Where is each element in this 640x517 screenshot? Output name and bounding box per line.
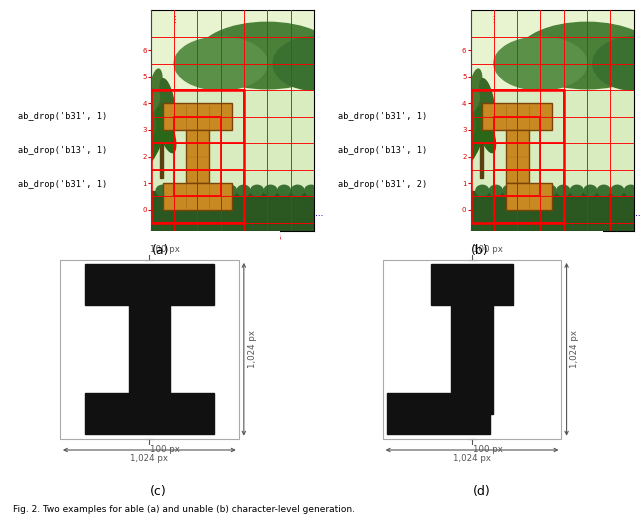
Ellipse shape <box>264 185 277 196</box>
Ellipse shape <box>273 37 355 90</box>
Text: 100 px: 100 px <box>473 445 503 454</box>
Ellipse shape <box>570 185 583 196</box>
Text: ⋮: ⋮ <box>170 15 179 24</box>
Bar <box>186 130 209 183</box>
Ellipse shape <box>174 37 268 90</box>
Bar <box>431 264 513 306</box>
Text: ab_drop('b13', 1): ab_drop('b13', 1) <box>18 146 108 155</box>
Ellipse shape <box>142 121 164 165</box>
Text: ab_drop('b31', 1): ab_drop('b31', 1) <box>18 112 108 121</box>
Bar <box>506 183 552 210</box>
Ellipse shape <box>516 185 529 196</box>
Ellipse shape <box>183 185 196 196</box>
Ellipse shape <box>468 69 482 111</box>
Text: (a): (a) <box>152 244 169 257</box>
Text: (d): (d) <box>472 484 490 498</box>
Text: ⋯: ⋯ <box>315 210 323 220</box>
Bar <box>151 90 244 223</box>
Text: 1,024 px: 1,024 px <box>570 330 579 368</box>
Bar <box>470 90 564 223</box>
Bar <box>470 90 564 143</box>
Ellipse shape <box>543 185 556 196</box>
Ellipse shape <box>210 185 223 196</box>
Ellipse shape <box>223 185 236 196</box>
Ellipse shape <box>530 185 543 196</box>
Bar <box>151 191 314 231</box>
Bar <box>85 393 214 434</box>
Bar <box>163 103 232 130</box>
Ellipse shape <box>480 79 494 117</box>
Bar <box>151 0 314 90</box>
Bar <box>480 85 483 178</box>
Bar <box>470 0 634 90</box>
Ellipse shape <box>517 22 640 89</box>
Ellipse shape <box>503 185 516 196</box>
Text: (c): (c) <box>150 484 167 498</box>
Text: ⋮: ⋮ <box>490 15 498 24</box>
Text: ⋯: ⋯ <box>635 210 640 220</box>
Ellipse shape <box>476 185 489 196</box>
Ellipse shape <box>557 185 570 196</box>
Ellipse shape <box>170 185 182 196</box>
Bar <box>151 170 244 223</box>
Text: ab_drop('b31', 1): ab_drop('b31', 1) <box>338 112 427 121</box>
Ellipse shape <box>198 22 337 89</box>
Text: ab_drop('b13', 1): ab_drop('b13', 1) <box>338 146 427 155</box>
Ellipse shape <box>149 69 162 111</box>
Bar <box>60 260 239 438</box>
Bar <box>151 90 244 143</box>
Ellipse shape <box>625 185 637 196</box>
Bar <box>160 85 163 178</box>
Bar <box>85 264 214 306</box>
Ellipse shape <box>156 185 169 196</box>
Bar <box>163 183 232 210</box>
Ellipse shape <box>291 185 304 196</box>
Ellipse shape <box>160 79 175 117</box>
Ellipse shape <box>593 37 640 90</box>
Ellipse shape <box>476 108 495 153</box>
Text: ab_drop('b31', 2): ab_drop('b31', 2) <box>338 180 427 189</box>
Ellipse shape <box>462 121 484 165</box>
Text: 1,024 px: 1,024 px <box>453 454 491 463</box>
Bar <box>483 103 552 130</box>
Text: 100 px: 100 px <box>473 245 503 254</box>
Ellipse shape <box>251 185 264 196</box>
Ellipse shape <box>237 185 250 196</box>
Bar <box>494 170 564 223</box>
Text: 1,024 px: 1,024 px <box>131 454 168 463</box>
Bar <box>494 117 541 196</box>
Text: 100 px: 100 px <box>150 445 180 454</box>
Text: (b): (b) <box>471 244 489 257</box>
Ellipse shape <box>494 37 587 90</box>
Bar <box>129 306 170 414</box>
Text: 1,024 px: 1,024 px <box>248 330 257 368</box>
Ellipse shape <box>305 185 317 196</box>
Bar <box>451 306 493 414</box>
Text: Fig. 2. Two examples for able (a) and unable (b) character-level generation.: Fig. 2. Two examples for able (a) and un… <box>13 506 355 514</box>
Ellipse shape <box>141 91 161 143</box>
Bar <box>387 393 490 434</box>
Ellipse shape <box>156 108 176 153</box>
Ellipse shape <box>597 185 610 196</box>
Bar <box>506 130 529 183</box>
Ellipse shape <box>461 91 481 143</box>
Ellipse shape <box>490 185 502 196</box>
Bar <box>174 117 221 196</box>
Ellipse shape <box>584 185 596 196</box>
Ellipse shape <box>278 185 291 196</box>
Text: 100 px: 100 px <box>150 245 180 254</box>
Text: ab_drop('b31', 1): ab_drop('b31', 1) <box>18 180 108 189</box>
Ellipse shape <box>611 185 624 196</box>
Ellipse shape <box>196 185 209 196</box>
Bar <box>383 260 561 438</box>
Bar <box>470 191 634 231</box>
